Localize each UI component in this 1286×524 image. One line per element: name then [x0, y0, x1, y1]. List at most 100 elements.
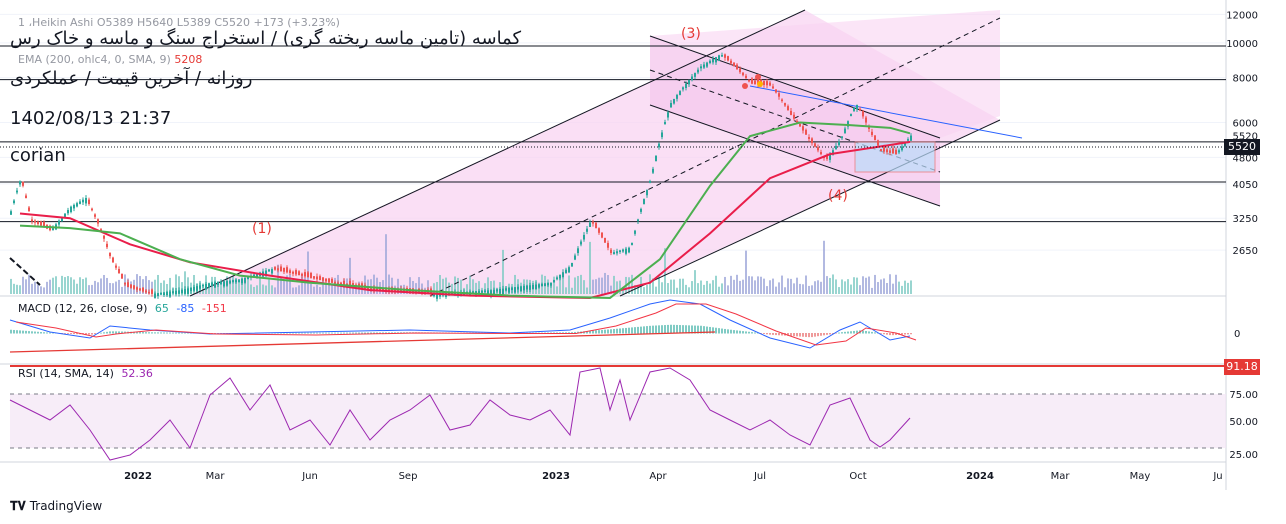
volume-bar: [427, 280, 429, 294]
macd-hist-bar: [22, 330, 24, 334]
candle-body: [898, 150, 900, 153]
macd-hist-bar: [175, 332, 177, 334]
candle-body: [517, 286, 519, 290]
volume-bar: [388, 274, 390, 294]
candle-body: [25, 195, 27, 198]
volume-bar: [808, 285, 810, 294]
candle-body: [808, 137, 810, 139]
candle-body: [571, 262, 573, 267]
volume-bar: [58, 287, 60, 294]
volume-bar: [100, 278, 102, 294]
volume-bar: [562, 277, 564, 294]
macd-hist-bar: [64, 333, 66, 334]
volume-bar: [760, 276, 762, 294]
candle-body: [709, 60, 711, 63]
volume-bar: [790, 278, 792, 294]
volume-bar: [151, 281, 153, 294]
volume-bar: [610, 285, 612, 294]
chart-title: کماسه (تامین ماسه ریخته گری) / استخراج س…: [10, 28, 522, 49]
candle-body: [679, 91, 681, 95]
macd-hist-bar: [871, 331, 873, 334]
candle-body: [622, 249, 624, 252]
annotation-4: (4): [828, 188, 848, 204]
candle-body: [805, 129, 807, 135]
macd-hist-bar: [361, 332, 363, 334]
candle-body: [781, 99, 783, 102]
candle-body: [349, 280, 351, 287]
volume-bar: [694, 270, 696, 294]
candle-body: [199, 285, 201, 289]
x-tick-label: May: [1130, 471, 1151, 482]
volume-bar: [247, 277, 249, 294]
macd-hist-bar: [31, 331, 33, 334]
candle-body: [379, 288, 381, 291]
macd-hist-bar: [829, 333, 831, 335]
volume-bar: [823, 240, 825, 294]
candle-body: [556, 277, 558, 280]
volume-bar: [91, 284, 93, 294]
volume-bar: [556, 286, 558, 294]
macd-hist-bar: [565, 332, 567, 334]
volume-bar: [742, 279, 744, 294]
candle-body: [820, 152, 822, 155]
volume-bar: [451, 283, 453, 294]
macd-hist-bar: [655, 325, 657, 334]
horizontal-levels: [0, 45, 1226, 223]
candle-body: [883, 147, 885, 152]
macd-hist-bar: [325, 332, 327, 334]
candle-body: [589, 222, 591, 227]
volume-bar: [802, 284, 804, 294]
macd-hist-bar: [805, 333, 807, 337]
candle-body: [661, 132, 663, 138]
volume-bar: [490, 281, 492, 294]
volume-bar: [445, 277, 447, 294]
volume-bar: [652, 278, 654, 294]
macd-hist-bar: [310, 332, 312, 334]
macd-hist-bar: [634, 327, 636, 334]
candle-body: [97, 219, 99, 224]
macd-hist-bar: [595, 330, 597, 334]
tradingview-brand[interactable]: 𝐓𝐕 TradingView: [10, 499, 102, 514]
x-tick-label: Mar: [206, 471, 226, 482]
candle-body: [550, 282, 552, 286]
macd-hist-bar: [727, 329, 729, 334]
candle-body: [739, 68, 741, 73]
candle-body: [472, 291, 474, 293]
volume-bar: [721, 283, 723, 294]
macd-hist-bar: [577, 331, 579, 334]
macd-hist-bar: [166, 332, 168, 334]
macd-hist-bar: [334, 332, 336, 334]
volume-bar: [598, 277, 600, 294]
volume-bar: [409, 277, 411, 294]
candlesticks: [10, 52, 912, 302]
candle-body: [214, 282, 216, 288]
candle-body: [307, 272, 309, 278]
macd-line: [9, 299, 911, 349]
candle-body: [787, 106, 789, 111]
macd-hist-bar: [145, 332, 147, 334]
volume-bar: [118, 279, 120, 294]
volume-bar: [433, 283, 435, 294]
candle-body: [82, 199, 84, 203]
symbol-line: 1 ،Heikin Ashi O5389 H5640 L5389 C5520 +…: [18, 16, 340, 29]
macd-hist-bar: [688, 325, 690, 334]
volume-bar: [259, 277, 261, 294]
candle-body: [673, 98, 675, 104]
candle-body: [232, 280, 234, 282]
macd-hist-bar: [349, 332, 351, 334]
volume-bar: [262, 284, 264, 294]
volume-bar: [709, 283, 711, 294]
macd-hist-bar: [142, 332, 144, 334]
volume-bar: [649, 274, 651, 294]
candle-body: [70, 206, 72, 213]
y-tick-label: 2650: [1233, 246, 1258, 257]
candle-body: [73, 204, 75, 209]
volume-bar: [586, 287, 588, 294]
macd-legend: MACD (12, 26, close, 9) 65 -85 -151: [18, 302, 227, 315]
macd-hist-bar: [700, 325, 702, 334]
volume-bar: [739, 280, 741, 294]
volume-bar: [691, 281, 693, 294]
candle-body: [826, 155, 828, 160]
candle-body: [274, 267, 276, 270]
